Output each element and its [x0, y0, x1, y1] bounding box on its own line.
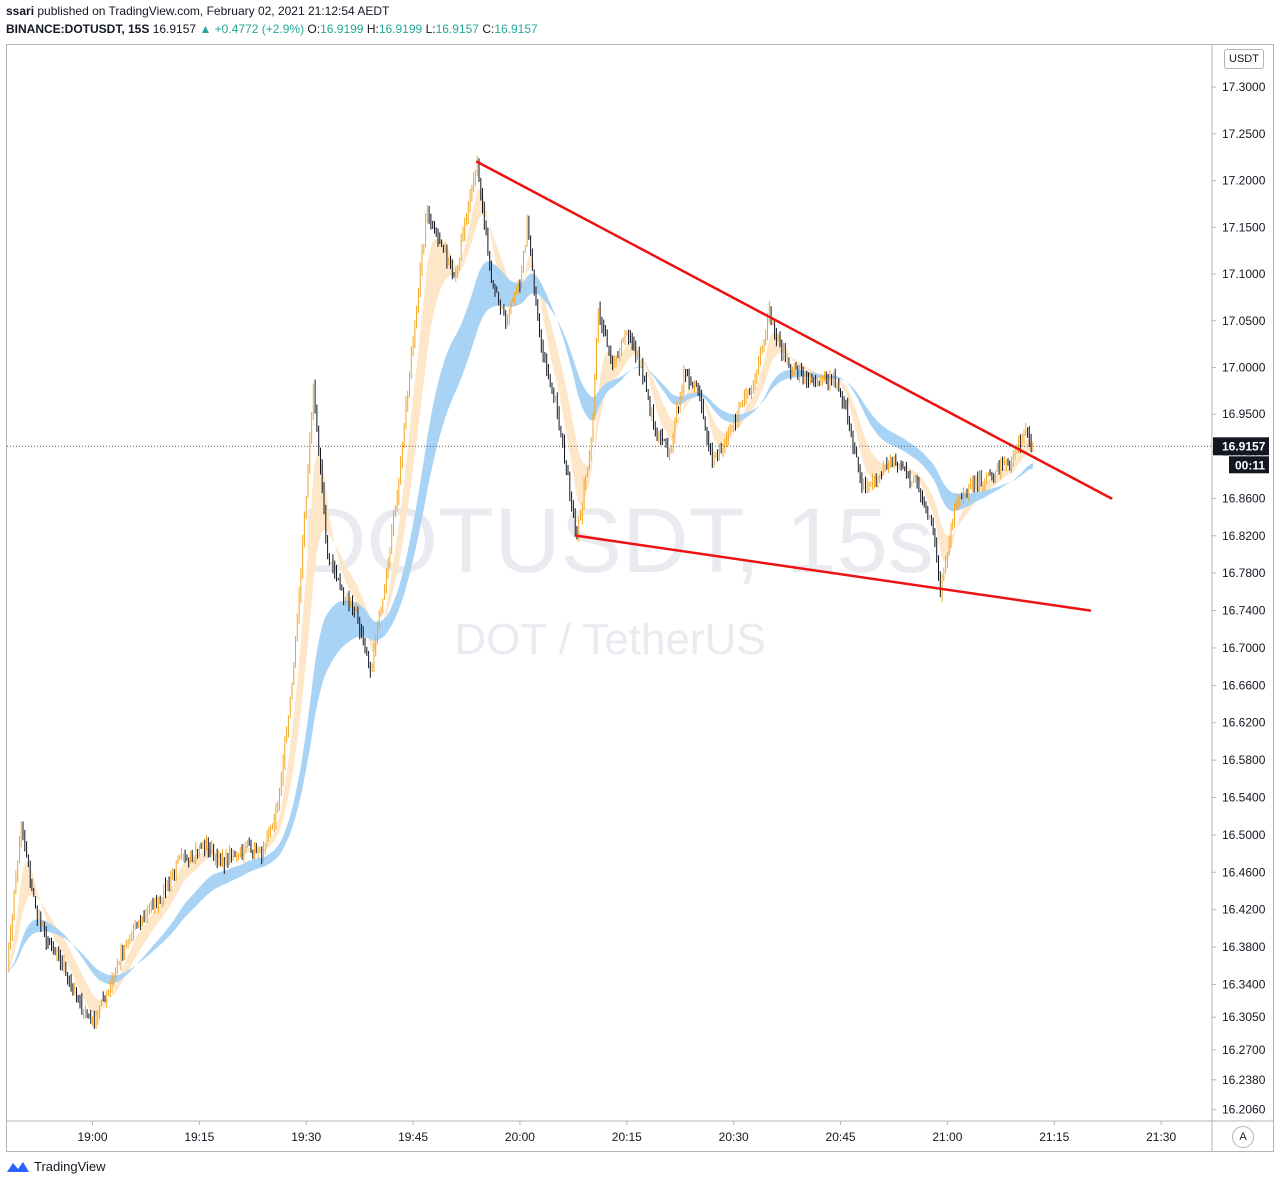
price-tick-label: 16.4200 [1222, 903, 1266, 917]
time-tick-label: 19:15 [184, 1130, 214, 1144]
time-tick-label: 21:15 [1039, 1130, 1069, 1144]
price-tick-label: 16.6600 [1222, 678, 1266, 692]
price-tick-label: 16.3800 [1222, 940, 1266, 954]
brand-name: TradingView [34, 1159, 106, 1174]
currency-tag[interactable]: USDT [1224, 49, 1264, 69]
time-tick-label: 20:45 [826, 1130, 856, 1144]
price-tick-label: 17.0000 [1222, 361, 1266, 375]
time-tick-label: 19:00 [77, 1130, 107, 1144]
price-tick-label: 16.7000 [1222, 641, 1266, 655]
ohlc-legend: BINANCE:DOTUSDT, 15S 16.9157 ▲ +0.4772 (… [6, 22, 538, 36]
ema-ribbons [7, 188, 1033, 1016]
trendlines[interactable] [475, 160, 1113, 612]
time-tick-label: 19:45 [398, 1130, 428, 1144]
symbol-label: BINANCE:DOTUSDT, 15S [6, 22, 150, 36]
price-tick-label: 16.8200 [1222, 529, 1266, 543]
watermark-subtitle: DOT / TetherUS [454, 615, 765, 664]
price-tick-label: 17.1000 [1222, 267, 1266, 281]
price-tick-label: 17.1500 [1222, 220, 1266, 234]
price-ticks [8, 155, 1034, 1029]
open-value: 16.9199 [320, 22, 364, 36]
low-value: 16.9157 [435, 22, 479, 36]
publisher-name[interactable]: ssari [6, 4, 35, 18]
price-tick-label: 16.5400 [1222, 791, 1266, 805]
time-tick-label: 20:00 [505, 1130, 535, 1144]
price-tick-label: 17.3000 [1222, 80, 1266, 94]
low-label: L: [425, 22, 436, 36]
ema-fast-ribbon [7, 188, 1033, 1016]
price-tick-label: 16.2060 [1222, 1103, 1266, 1117]
high-value: 16.9199 [378, 22, 423, 36]
upper-trendline[interactable] [475, 160, 1113, 500]
countdown-badge [1229, 456, 1269, 474]
tradingview-logo-icon [7, 1161, 29, 1172]
price-axis[interactable]: 17.3000 17.2500 17.2000 17.1500 17.1000 17.05… [1212, 80, 1266, 1117]
close-value: 16.9157 [494, 22, 538, 36]
high-label: H: [366, 22, 379, 36]
price-tick-label: 16.3050 [1222, 1010, 1266, 1024]
price-tick-label: 17.2500 [1222, 127, 1266, 141]
price-tick-label: 16.7800 [1222, 566, 1266, 580]
last-price-badge [1213, 437, 1269, 456]
price-tick-label: 16.6200 [1222, 716, 1266, 730]
price-tick-label: 17.0500 [1222, 314, 1266, 328]
close-label: C: [482, 22, 495, 36]
last-price-badge-text: 16.9157 [1222, 439, 1266, 453]
up-arrow-icon: ▲ [199, 22, 212, 36]
price-tick-label: 16.5000 [1222, 828, 1266, 842]
countdown-badge-text: 00:11 [1235, 458, 1265, 472]
time-tick-label: 19:30 [291, 1130, 321, 1144]
change-value: +0.4772 (+2.9%) [214, 22, 305, 36]
price-tick-label: 16.8600 [1222, 491, 1266, 505]
price-tick-label: 17.2000 [1222, 174, 1266, 188]
open-label: O: [307, 22, 321, 36]
time-tick-label: 20:15 [612, 1130, 642, 1144]
price-badges: 16.9157 00:11 [7, 437, 1269, 474]
time-tick-label: 21:00 [932, 1130, 962, 1144]
auto-scale-button[interactable]: A [1232, 1126, 1254, 1148]
price-tick-label: 16.7400 [1222, 604, 1266, 618]
lower-trendline[interactable] [575, 534, 1092, 612]
price-tick-label: 16.5800 [1222, 753, 1266, 767]
published-text: published on TradingView.com, February 0… [37, 4, 390, 18]
chart-frame [6, 44, 1274, 1152]
price-tick-label: 16.4600 [1222, 865, 1266, 879]
publish-line: ssari published on TradingView.com, Febr… [6, 4, 389, 18]
price-tick-label: 16.2380 [1222, 1073, 1266, 1087]
last-price: 16.9157 [152, 22, 197, 36]
price-tick-label: 16.3400 [1222, 977, 1266, 991]
time-tick-label: 20:30 [719, 1130, 749, 1144]
time-tick-label: 21:30 [1146, 1130, 1176, 1144]
price-tick-label: 16.9500 [1222, 407, 1266, 421]
footer-brand[interactable]: TradingView [6, 1159, 106, 1174]
price-tick-label: 16.2700 [1222, 1043, 1266, 1057]
time-axis[interactable]: 19:00 19:15 19:30 19:45 20:00 20:15 20:30 20:45… [77, 1121, 1176, 1144]
